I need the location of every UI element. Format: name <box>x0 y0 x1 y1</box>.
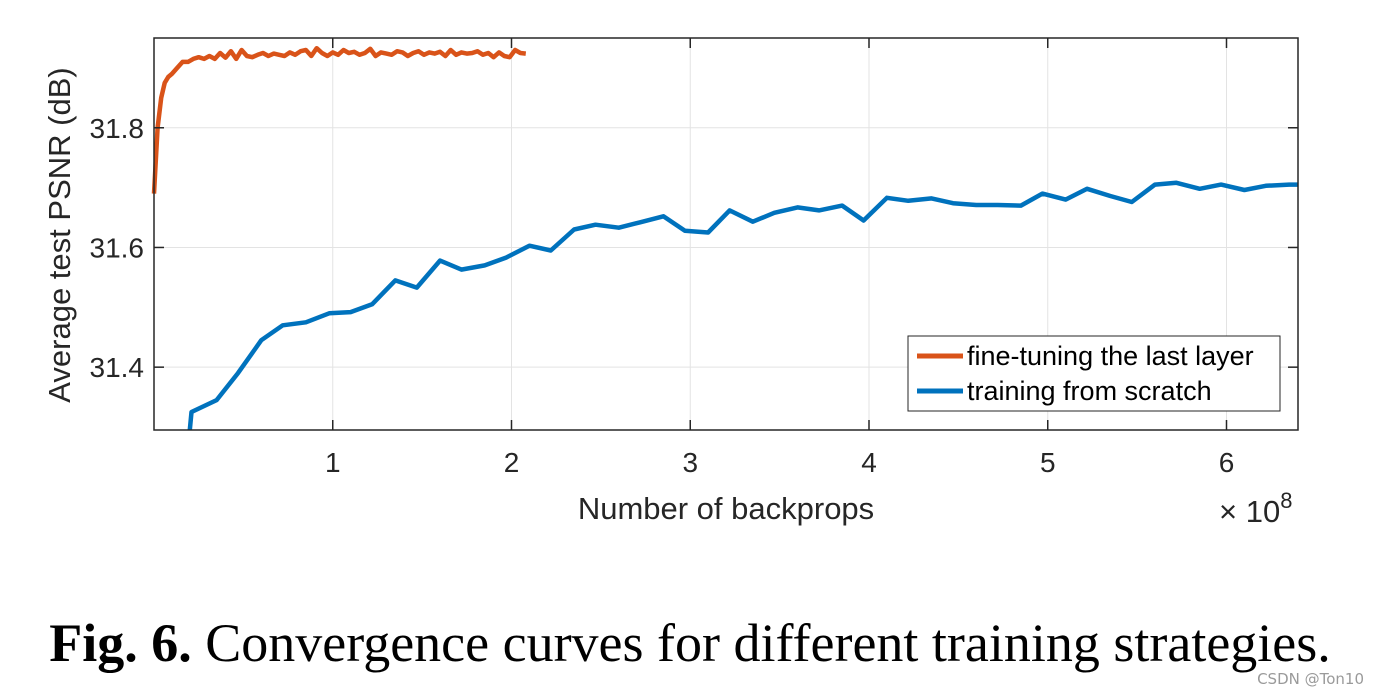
y-axis-label: Average test PSNR (dB) <box>42 67 77 402</box>
y-tick-label: 31.8 <box>90 113 145 144</box>
figure-caption-text: Convergence curves for different trainin… <box>205 613 1331 673</box>
x-tick-label: 3 <box>682 447 698 478</box>
chart: 1 2 3 4 5 6 31.4 31.6 31.8 Number of backprops ×… <box>42 37 1299 529</box>
legend-label-training-scratch: training from scratch <box>967 376 1212 406</box>
series-line-training-scratch <box>187 180 1298 431</box>
watermark: CSDN @Ton10 <box>1257 670 1364 688</box>
y-tick-label: 31.6 <box>90 232 145 263</box>
ticks: 1 2 3 4 5 6 31.4 31.6 31.8 <box>90 38 1298 478</box>
series-line-fine-tuning <box>151 45 527 194</box>
x-axis-multiplier-exponent: 8 <box>1280 488 1292 513</box>
x-axis-label: Number of backprops <box>578 491 874 526</box>
legend-label-fine-tuning: fine-tuning the last layer <box>967 341 1254 371</box>
y-tick-label: 31.4 <box>90 352 145 383</box>
plot-frame <box>153 37 1299 431</box>
x-tick-label: 4 <box>861 447 877 478</box>
legend-box <box>907 335 1281 412</box>
x-tick-label: 6 <box>1219 447 1235 478</box>
x-axis-multiplier-base: × 10 <box>1219 494 1280 529</box>
figure-caption: Fig. 6. Convergence curves for different… <box>0 612 1380 674</box>
x-tick-label: 2 <box>504 447 520 478</box>
series-lines <box>151 45 1298 431</box>
x-tick-label: 1 <box>325 447 341 478</box>
figure-caption-label: Fig. 6. <box>49 613 192 673</box>
x-tick-label: 5 <box>1040 447 1056 478</box>
x-axis-multiplier: × 108 <box>1219 488 1292 529</box>
legend: fine-tuning the last layer training from… <box>907 335 1281 412</box>
